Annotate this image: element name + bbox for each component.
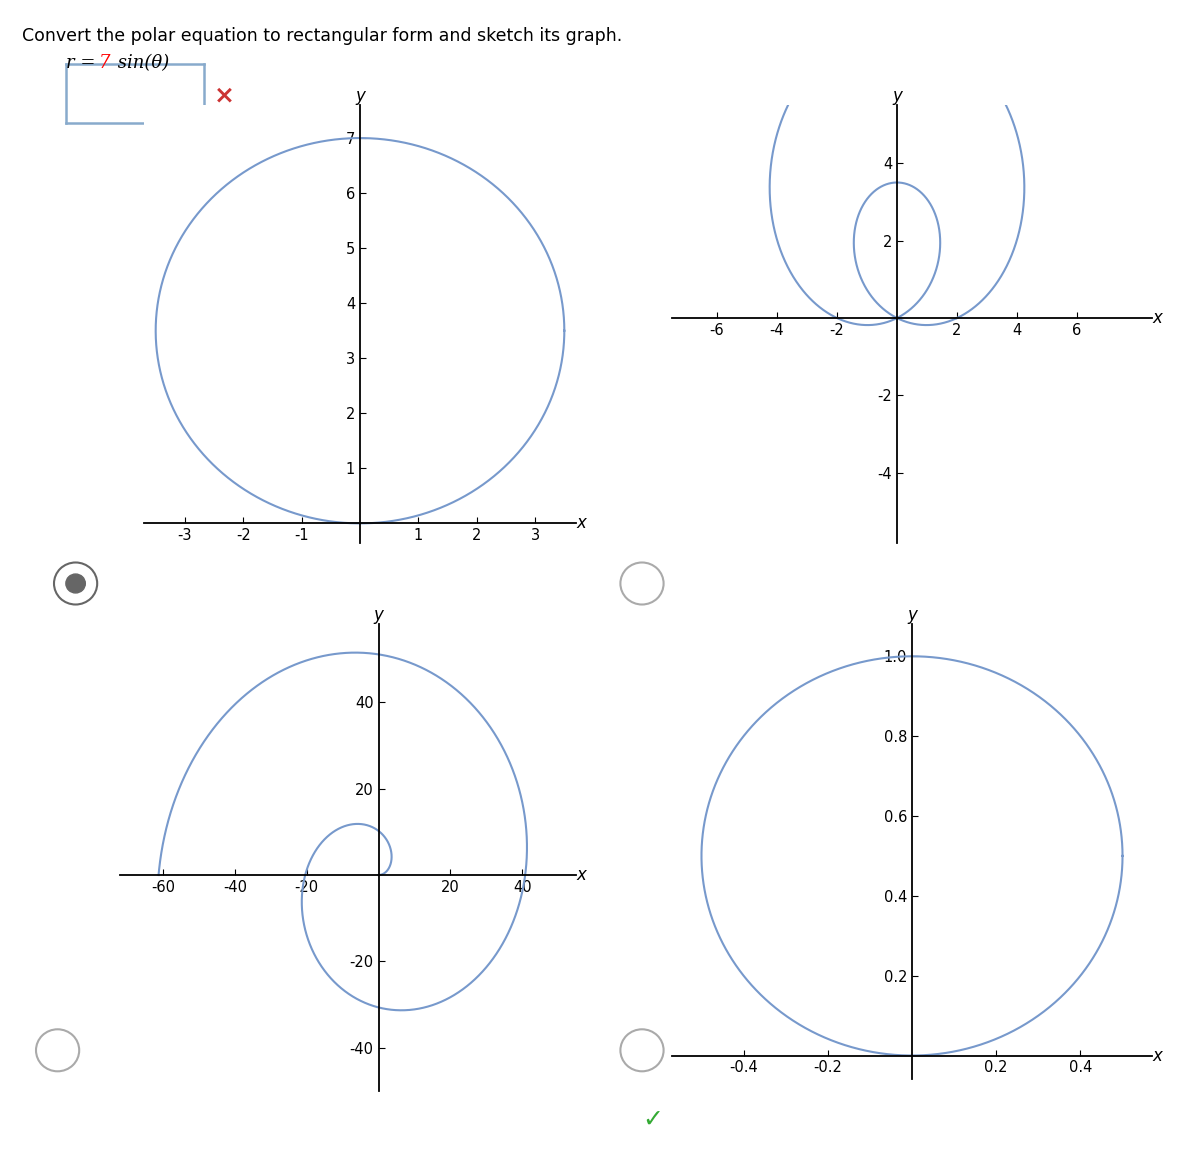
Text: y: y	[355, 88, 365, 105]
Text: sin(θ): sin(θ)	[112, 54, 169, 71]
Text: y: y	[892, 88, 902, 105]
Text: r =: r =	[66, 54, 101, 71]
Text: x: x	[576, 515, 586, 532]
Text: x: x	[1152, 309, 1162, 327]
Text: y: y	[907, 607, 917, 624]
Text: x: x	[1152, 1047, 1162, 1064]
Text: 7: 7	[98, 54, 110, 71]
Text: Convert the polar equation to rectangular form and sketch its graph.: Convert the polar equation to rectangula…	[22, 27, 622, 44]
Text: ✓: ✓	[642, 1107, 662, 1132]
Text: ×: ×	[214, 84, 235, 107]
Text: y: y	[373, 607, 384, 624]
Text: x: x	[576, 866, 586, 885]
